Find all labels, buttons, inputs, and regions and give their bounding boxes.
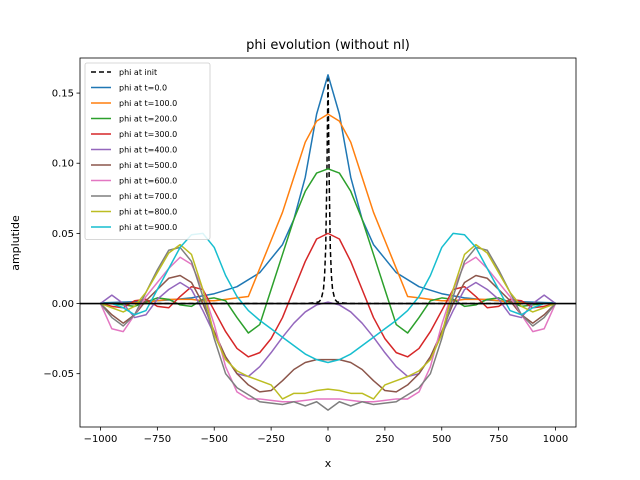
y-axis-label: amplutide xyxy=(9,215,22,271)
legend-label: phi at t=0.0 xyxy=(119,84,167,93)
y-tick-label: −0.05 xyxy=(43,369,74,380)
y-axis: −0.05 0.00 0.05 0.10 0.15 xyxy=(43,89,80,380)
legend-label: phi at t=600.0 xyxy=(119,177,177,186)
x-tick-label: −750 xyxy=(144,434,171,445)
legend: phi at init phi at t=0.0 phi at t=100.0 phi… xyxy=(84,62,211,240)
axes-frame xyxy=(79,57,577,428)
series-line-5 xyxy=(100,281,556,378)
y-tick-label: 0.05 xyxy=(52,229,74,240)
series-line-9 xyxy=(100,243,556,400)
y-tick-label: 0.00 xyxy=(52,299,74,310)
series-line-6 xyxy=(99,274,557,393)
y-tick-label: 0.10 xyxy=(52,159,74,170)
x-axis: −1000 −750 −500 −250 0 250 500 750 1000 xyxy=(84,427,568,445)
series-line-7 xyxy=(99,256,557,403)
x-axis-label: x xyxy=(325,457,332,470)
x-tick-label: 0 xyxy=(325,434,331,445)
plot-area xyxy=(80,74,576,411)
chart-title: phi evolution (without nl) xyxy=(246,38,410,53)
x-tick-label: −500 xyxy=(201,434,228,445)
y-tick-label: 0.15 xyxy=(52,89,74,100)
x-tick-label: −1000 xyxy=(84,434,118,445)
legend-box xyxy=(84,62,211,240)
x-tick-label: 750 xyxy=(489,434,508,445)
series-line-4 xyxy=(100,232,556,358)
x-tick-label: −250 xyxy=(257,434,284,445)
legend-label: phi at t=300.0 xyxy=(119,130,177,139)
series-line-1 xyxy=(100,74,556,304)
legend-label: phi at t=900.0 xyxy=(119,223,177,232)
series-line-10 xyxy=(100,232,556,364)
legend-label: phi at t=500.0 xyxy=(119,161,177,170)
legend-label: phi at t=200.0 xyxy=(119,115,177,124)
legend-label: phi at t=100.0 xyxy=(119,99,177,108)
x-tick-label: 500 xyxy=(432,434,451,445)
x-tick-label: 1000 xyxy=(543,434,568,445)
legend-label: phi at t=800.0 xyxy=(119,208,177,217)
legend-label: phi at init xyxy=(119,68,157,77)
legend-label: phi at t=700.0 xyxy=(119,192,177,201)
series-line-8 xyxy=(99,246,557,411)
x-tick-label: 250 xyxy=(375,434,394,445)
legend-label: phi at t=400.0 xyxy=(119,146,177,155)
